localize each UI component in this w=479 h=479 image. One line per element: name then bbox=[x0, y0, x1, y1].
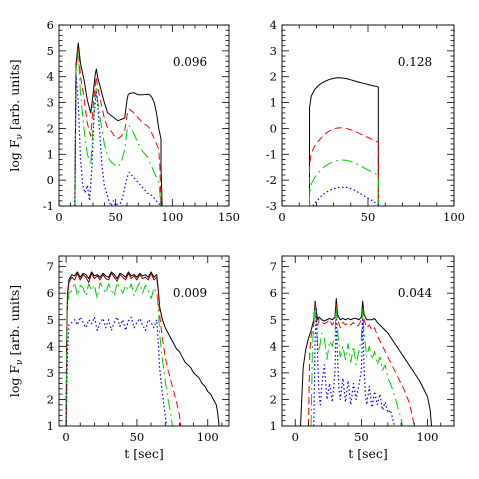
x-tick-label: 150 bbox=[218, 210, 240, 224]
series-solid-2 bbox=[65, 272, 159, 426]
x-axis-label: t [sec] bbox=[348, 446, 388, 461]
y-tick-label: 2 bbox=[47, 121, 54, 135]
y-tick-label: 3 bbox=[47, 96, 54, 110]
y-tick-label: 4 bbox=[270, 339, 277, 353]
series-longdash-3 bbox=[74, 50, 162, 206]
series-dashed-2 bbox=[309, 127, 379, 206]
x-tick-label: 50 bbox=[108, 210, 123, 224]
y-tick-label: 5 bbox=[270, 313, 277, 327]
y-tick-label: 2 bbox=[47, 392, 54, 406]
series-longdash-3 bbox=[310, 305, 403, 426]
y-tick-label: -1 bbox=[43, 199, 54, 213]
series-group bbox=[300, 298, 433, 426]
panel-annotation: 0.009 bbox=[173, 286, 207, 300]
y-tick-label: 4 bbox=[47, 339, 54, 353]
y-tick-label: 0 bbox=[47, 173, 54, 187]
y-axis-label: log Fν [arb. units] bbox=[7, 285, 25, 397]
y-tick-label: 1 bbox=[47, 419, 54, 433]
plot-frame bbox=[58, 24, 230, 207]
x-tick-label: 0 bbox=[292, 430, 299, 444]
y-tick-label: 6 bbox=[270, 286, 277, 300]
x-tick-label: 0 bbox=[62, 430, 69, 444]
series-group bbox=[74, 42, 163, 206]
panel-annotation: 0.128 bbox=[398, 55, 432, 69]
series-solid-1 bbox=[300, 298, 433, 426]
y-tick-label: 0 bbox=[270, 121, 277, 135]
series-dotted-4 bbox=[313, 308, 396, 426]
series-dashed-2 bbox=[307, 303, 415, 426]
series-dotted-5 bbox=[65, 316, 168, 426]
x-tick-label: 50 bbox=[354, 430, 369, 444]
y-axis-label: log Fν [arb. units] bbox=[7, 59, 25, 171]
y-tick-label: 4 bbox=[47, 70, 54, 84]
series-group bbox=[309, 77, 379, 206]
x-tick-label: 50 bbox=[130, 430, 145, 444]
plot-frame bbox=[58, 255, 230, 427]
panel-annotation: 0.096 bbox=[173, 55, 207, 69]
panel-3: 0 50 100 1 2 3 4 5 6 7 0.009 log Fν [arb. units] t [… bbox=[7, 255, 230, 461]
y-tick-label: 1 bbox=[270, 419, 277, 433]
y-tick-label: -1 bbox=[266, 147, 277, 161]
series-dashed-3 bbox=[157, 293, 182, 426]
y-tick-label: 3 bbox=[270, 44, 277, 58]
y-tick-label: 5 bbox=[47, 44, 54, 58]
series-solid-1 bbox=[65, 271, 220, 426]
series-solid-1 bbox=[309, 77, 379, 206]
y-tick-label: 6 bbox=[47, 286, 54, 300]
series-longdash-4 bbox=[65, 282, 173, 426]
x-tick-label: 50 bbox=[361, 210, 376, 224]
panel-2: 0 50 100 -3 -2 -1 0 1 2 3 4 0.128 bbox=[266, 18, 465, 224]
x-tick-label: 100 bbox=[443, 210, 465, 224]
y-tick-label: -2 bbox=[266, 173, 277, 187]
y-tick-label: 2 bbox=[270, 392, 277, 406]
y-tick-label: 5 bbox=[47, 313, 54, 327]
series-group bbox=[65, 271, 220, 426]
x-axis-label: t [sec] bbox=[124, 446, 164, 461]
series-dotted-4 bbox=[74, 73, 162, 206]
series-longdash-3 bbox=[309, 159, 379, 206]
y-tick-label: 3 bbox=[270, 366, 277, 380]
y-tick-label: 3 bbox=[47, 366, 54, 380]
y-tick-label: -3 bbox=[266, 199, 277, 213]
x-tick-label: 100 bbox=[161, 210, 183, 224]
series-solid-1 bbox=[74, 42, 163, 206]
x-tick-label: 100 bbox=[417, 430, 439, 444]
series-dashed-2 bbox=[74, 47, 162, 206]
x-tick-label: 100 bbox=[197, 430, 219, 444]
x-tick-label: 0 bbox=[278, 210, 285, 224]
y-tick-label: 1 bbox=[47, 147, 54, 161]
panel-annotation: 0.044 bbox=[398, 286, 433, 300]
y-tick-label: 1 bbox=[270, 96, 277, 110]
x-tick-label: 0 bbox=[55, 210, 62, 224]
series-dotted-4 bbox=[312, 186, 379, 206]
y-tick-label: 7 bbox=[270, 260, 277, 274]
y-tick-label: 6 bbox=[47, 18, 54, 32]
y-tick-label: 4 bbox=[270, 18, 277, 32]
y-tick-label: 7 bbox=[47, 260, 54, 274]
panel-4: 0 50 100 1 2 3 4 5 6 7 0.044 t [sec] bbox=[270, 255, 455, 461]
y-tick-label: 2 bbox=[270, 70, 277, 84]
plot-frame bbox=[281, 24, 455, 207]
